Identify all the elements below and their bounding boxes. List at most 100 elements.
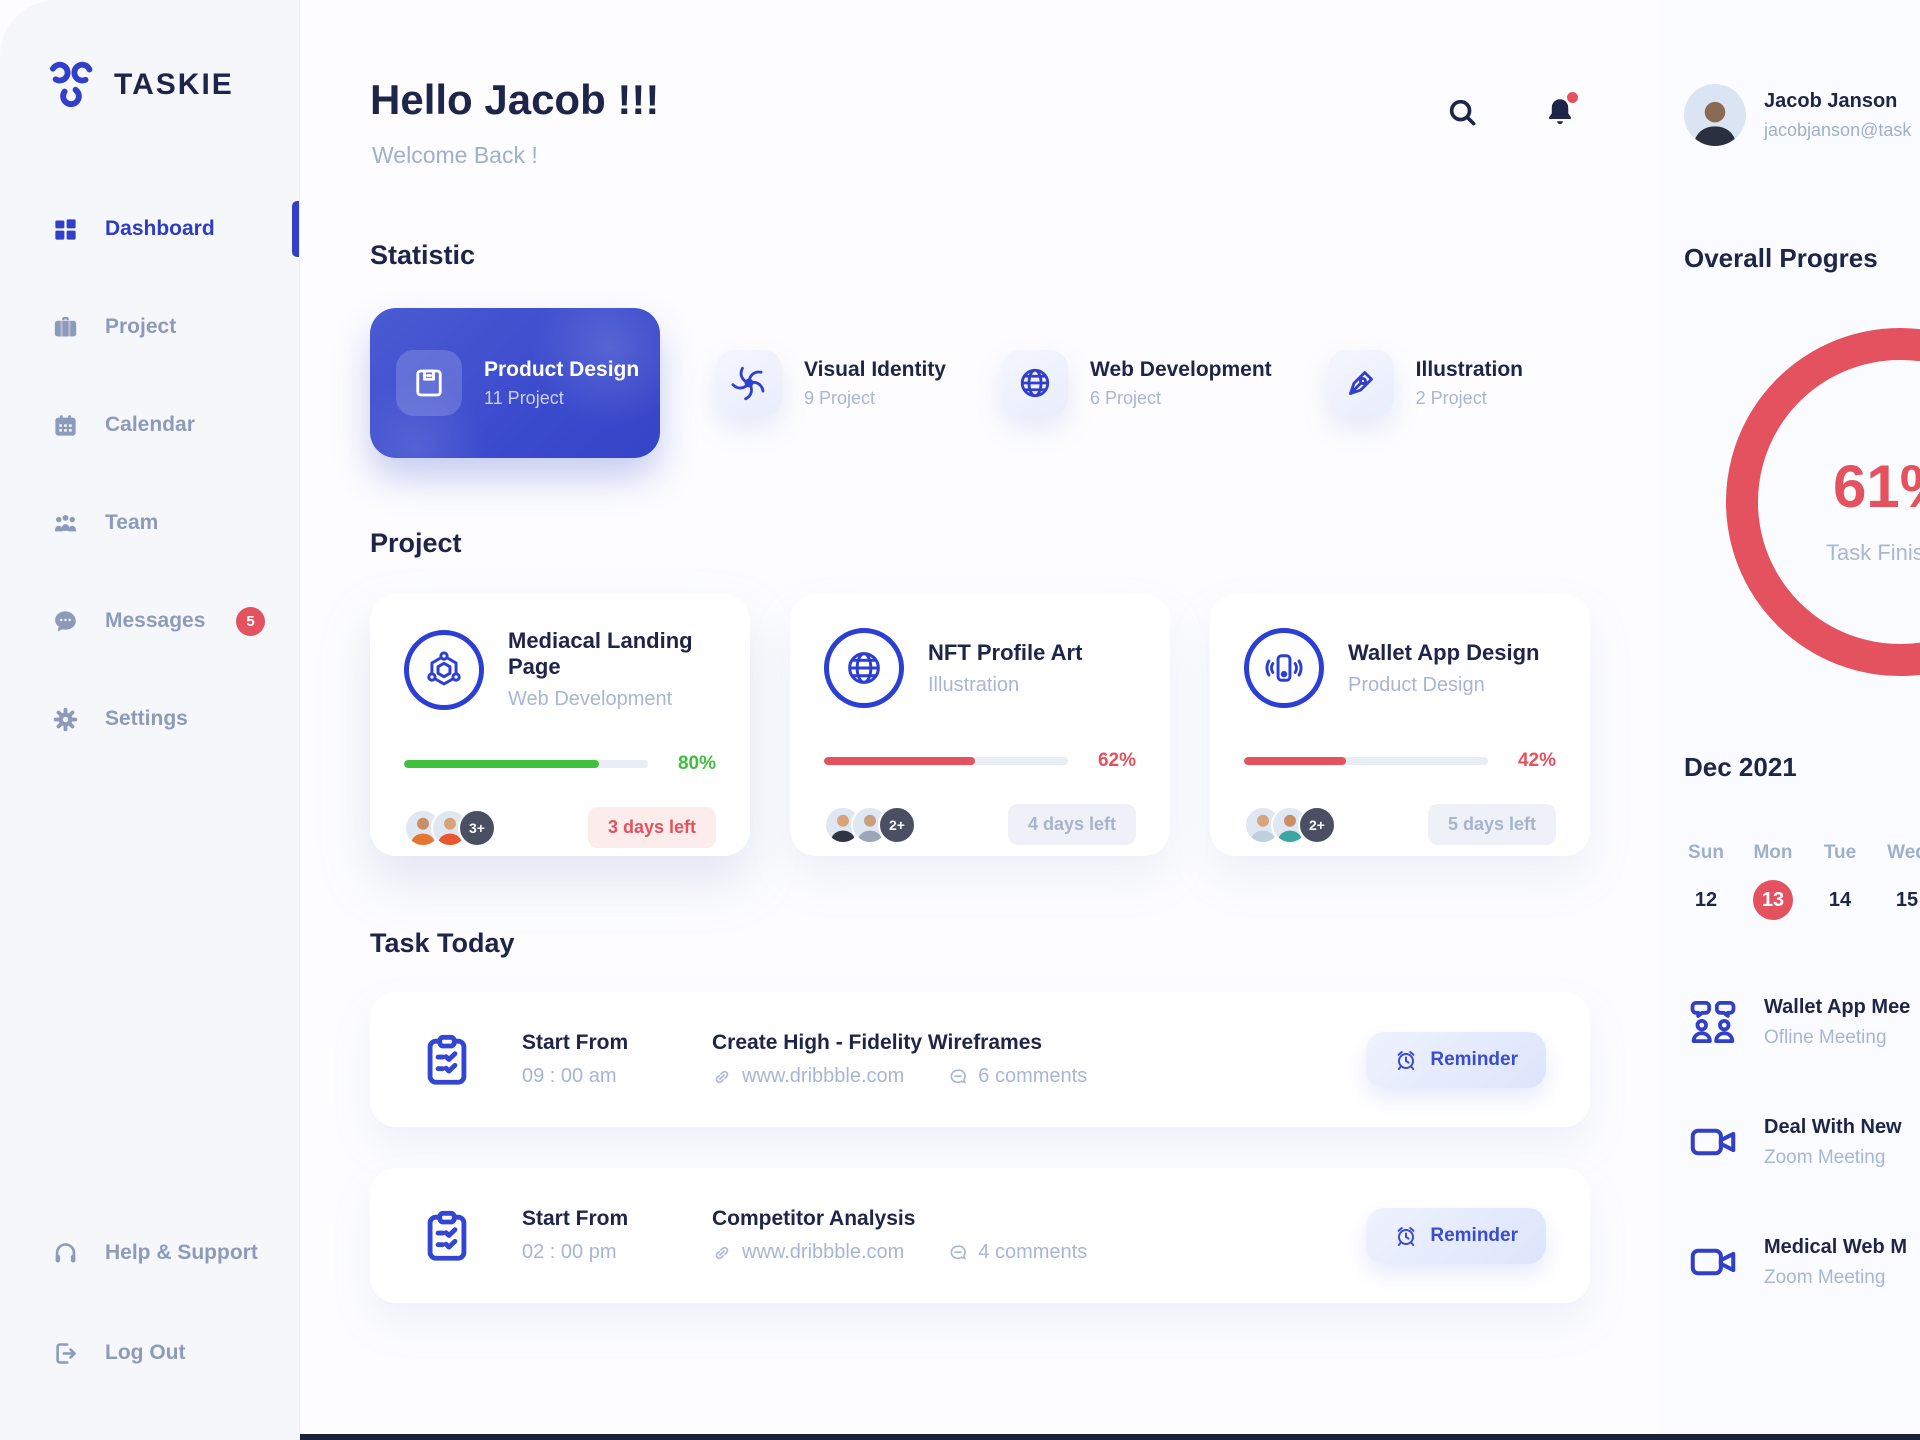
task-link[interactable]: www.dribbble.com — [712, 1065, 904, 1088]
meeting-item[interactable]: Wallet App Mee Ofline Meeting — [1684, 982, 1920, 1062]
progress-percent: 80% — [677, 753, 716, 774]
project-card-mediacal-landing-page[interactable]: Mediacal Landing Page Web Development 80… — [370, 594, 750, 856]
calendar-icon — [55, 414, 76, 436]
sidebar-item-project[interactable]: Project — [0, 298, 299, 356]
stat-card-web-development[interactable]: Web Development 6 Project — [1002, 350, 1272, 416]
meeting-item[interactable]: Deal With New Zoom Meeting — [1684, 1102, 1920, 1182]
sidebar-item-label: Help & Support — [105, 1241, 258, 1264]
notifications-button[interactable] — [1538, 90, 1582, 134]
sidebar-item-label: Project — [105, 315, 177, 338]
task-details: Competitor Analysis www.dribbble.com — [712, 1207, 1366, 1264]
sidebar-item-label: Log Out — [105, 1341, 186, 1364]
active-indicator — [292, 201, 299, 257]
meeting-title: Medical Web M — [1764, 1235, 1907, 1258]
reminder-button[interactable]: Reminder — [1366, 1207, 1546, 1264]
profile[interactable]: Jacob Janson jacobjanson@task — [1684, 84, 1911, 146]
alarm-clock-icon — [1397, 1226, 1415, 1246]
headset-icon — [55, 1242, 76, 1262]
calendar-date[interactable]: 12 — [1694, 888, 1718, 911]
progress-row: 62% — [824, 750, 1136, 772]
stat-icon-container — [1002, 350, 1068, 416]
search-icon — [1449, 99, 1476, 126]
project-card-footer: 2+ 4 days left — [824, 804, 1136, 845]
avatar — [1684, 84, 1746, 146]
meetings-list: Wallet App Mee Ofline Meeting Deal With … — [1684, 982, 1920, 1342]
project-card-titles: NFT Profile Art Illustration — [928, 640, 1082, 697]
video-camera-icon — [1684, 1113, 1742, 1171]
day-name: Tue — [1823, 842, 1857, 863]
sidebar-item-calendar[interactable]: Calendar — [0, 396, 299, 454]
stat-card-visual-identity[interactable]: Visual Identity 9 Project — [716, 350, 946, 416]
task-meta: www.dribbble.com 6 comments — [712, 1065, 1366, 1088]
progress-row: 42% — [1244, 750, 1556, 772]
stat-count: 2 Project — [1415, 387, 1487, 408]
project-card-wallet-app-design[interactable]: Wallet App Design Product Design 42% 2+ — [1210, 594, 1590, 856]
project-card-header: Mediacal Landing Page Web Development — [404, 628, 716, 711]
project-title: Wallet App Design — [1348, 639, 1540, 665]
project-icon-circle — [824, 628, 904, 708]
sidebar-item-logout[interactable]: Log Out — [0, 1324, 299, 1382]
project-card-footer: 3+ 3 days left — [404, 807, 716, 848]
progress-row: 80% — [404, 753, 716, 775]
overall-progress-heading: Overall Progres — [1684, 243, 1878, 273]
bell-icon — [1548, 99, 1572, 125]
task-comments-text: 4 comments — [978, 1241, 1088, 1263]
progress-fill — [404, 760, 600, 768]
meeting-text: Wallet App Mee Ofline Meeting — [1764, 996, 1910, 1049]
globe-icon — [848, 652, 880, 684]
project-heading: Project — [370, 528, 462, 558]
task-title: Competitor Analysis — [712, 1207, 916, 1230]
sidebar-item-help-support[interactable]: Help & Support — [0, 1224, 299, 1282]
calendar-date-selected[interactable]: 13 — [1753, 880, 1793, 920]
clipboard-icon — [427, 1034, 467, 1085]
task-start-block: Start From 09 : 00 am — [522, 1031, 712, 1088]
team-icon — [54, 514, 77, 531]
project-card-nft-profile-art[interactable]: NFT Profile Art Illustration 62% 2+ — [790, 594, 1170, 856]
meeting-item[interactable]: Medical Web M Zoom Meeting — [1684, 1222, 1920, 1302]
stat-title: Illustration — [1415, 357, 1523, 381]
stat-card-illustration[interactable]: Illustration 2 Project — [1327, 350, 1523, 416]
stat-title: Web Development — [1090, 357, 1272, 381]
task-link[interactable]: www.dribbble.com — [712, 1241, 904, 1264]
sidebar-item-settings[interactable]: Settings — [0, 690, 299, 748]
overall-caption: Task Finis — [1826, 540, 1920, 565]
reminder-button[interactable]: Reminder — [1366, 1031, 1546, 1088]
search-button[interactable] — [1440, 90, 1484, 134]
clipboard-icon — [427, 1210, 467, 1261]
logo[interactable]: TASKIE — [0, 0, 299, 112]
calendar-date[interactable]: 15 — [1895, 888, 1919, 911]
sidebar-item-dashboard[interactable]: Dashboard — [0, 200, 299, 258]
task-link-text: www.dribbble.com — [742, 1065, 905, 1087]
reminder-label: Reminder — [1430, 1048, 1518, 1070]
task-comments[interactable]: 4 comments — [948, 1241, 1087, 1264]
page-title: Hello Jacob !!! — [370, 76, 660, 123]
meeting-subtitle: Ofline Meeting — [1764, 1026, 1887, 1048]
notification-dot — [1567, 92, 1578, 103]
task-link-text: www.dribbble.com — [742, 1241, 905, 1263]
stat-title: Product Design — [484, 357, 640, 381]
sidebar-item-messages[interactable]: Messages 5 — [0, 592, 299, 650]
stat-card-product-design[interactable]: Product Design 11 Project — [370, 308, 660, 458]
task-card[interactable]: Start From 09 : 00 am Create High - Fide… — [370, 992, 1590, 1127]
task-card[interactable]: Start From 02 : 00 pm Competitor Analysi… — [370, 1168, 1590, 1303]
overall-progress-ring — [1726, 328, 1920, 676]
stat-card-text: Visual Identity 9 Project — [804, 358, 946, 409]
sidebar-footer: Help & Support Log Out — [0, 1224, 299, 1382]
avatar-group: 3+ — [404, 808, 496, 847]
link-icon — [715, 1246, 729, 1259]
stat-card-text: Product Design 11 Project — [484, 358, 639, 409]
project-title: NFT Profile Art — [928, 639, 1083, 665]
sidebar-item-team[interactable]: Team — [0, 494, 299, 552]
task-comments[interactable]: 6 comments — [948, 1065, 1087, 1088]
video-camera-icon — [1684, 1233, 1742, 1291]
stat-card-text: Web Development 6 Project — [1090, 358, 1272, 409]
main-content: Hello Jacob !!! Welcome Back ! Statistic — [300, 0, 1660, 1440]
link-icon — [715, 1070, 729, 1083]
calendar-day-names: Sun Mon Tue Wed — [1680, 842, 1920, 864]
calendar-date[interactable]: 14 — [1828, 888, 1852, 911]
meeting-subtitle: Zoom Meeting — [1764, 1266, 1886, 1288]
days-left-pill: 5 days left — [1427, 804, 1556, 845]
briefcase-icon — [54, 316, 77, 338]
progress-track — [824, 757, 1068, 765]
